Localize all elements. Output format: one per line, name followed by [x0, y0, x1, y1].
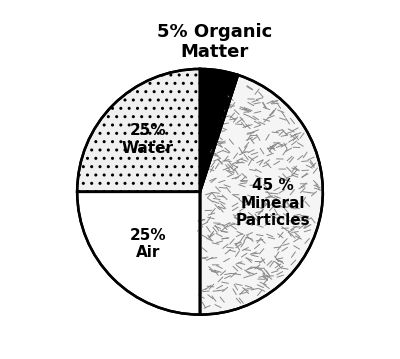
Text: 25%
Water: 25% Water: [122, 123, 174, 156]
Text: 5% Organic
Matter: 5% Organic Matter: [157, 23, 272, 61]
Text: 45 %
Mineral
Particles: 45 % Mineral Particles: [236, 178, 310, 228]
Wedge shape: [77, 69, 200, 192]
Wedge shape: [200, 69, 238, 192]
Wedge shape: [77, 192, 200, 314]
Wedge shape: [200, 75, 323, 314]
Text: 25%
Air: 25% Air: [130, 228, 166, 260]
